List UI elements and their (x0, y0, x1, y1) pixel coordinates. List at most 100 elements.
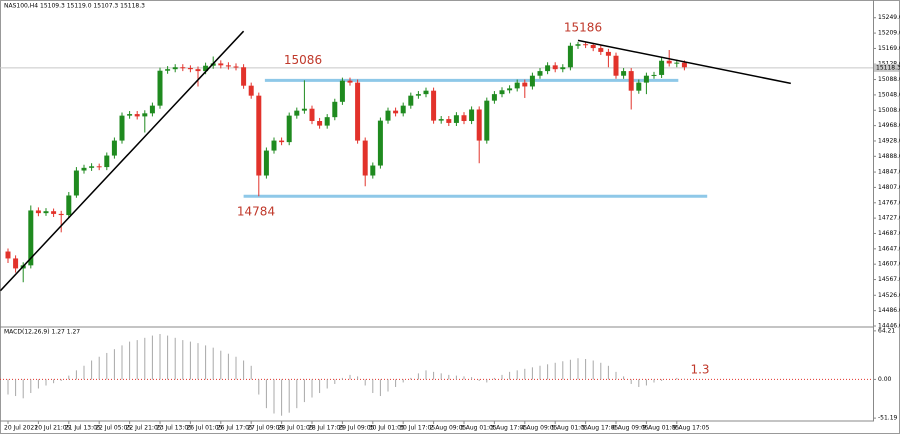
candle-body (643, 75, 649, 83)
candle-body (545, 65, 551, 72)
x-tick-label: 9 Aug 01:05 (642, 425, 679, 432)
candle-body (469, 109, 475, 122)
candle-body (111, 140, 117, 156)
trendline (0, 30, 245, 292)
x-tick-label: 3 Aug 01:05 (460, 425, 497, 432)
candle-body (279, 140, 285, 143)
candle-body (636, 82, 642, 91)
candle-body (355, 82, 361, 141)
candle-body (172, 67, 178, 70)
candle-body (218, 63, 224, 66)
candle-body (347, 80, 353, 83)
candle-body (301, 108, 307, 111)
macd-tick-label: 64.21 (878, 327, 895, 334)
y-tick-label: 15088.0 (878, 76, 900, 83)
candle-body (491, 94, 497, 101)
candle-body (51, 211, 57, 214)
x-tick-label: 5 Aug 17:05 (582, 425, 619, 432)
candle-body (294, 110, 300, 116)
x-tick-label: 22 Jul 05:05 (95, 425, 131, 432)
candle-body (522, 82, 528, 87)
candle-body (362, 140, 368, 176)
candle-body (560, 67, 566, 70)
y-tick-label: 14567.0 (878, 276, 900, 283)
macd-tick-label: 0.00 (878, 376, 892, 383)
candle-body (377, 120, 383, 166)
candle-body (674, 62, 680, 64)
candle-body (28, 210, 34, 266)
y-tick-label: 14968.0 (878, 122, 900, 129)
candle-body (127, 114, 133, 116)
candle-body (157, 70, 163, 106)
candle-body (598, 48, 604, 52)
y-tick-label: 14486.0 (878, 307, 900, 314)
candle-body (476, 109, 482, 141)
level-label: 14784 (237, 205, 275, 219)
x-tick-label: 23 Jul 13:05 (156, 425, 192, 432)
y-tick-label: 14446.0 (878, 323, 900, 330)
y-tick-label: 14687.0 (878, 230, 900, 237)
x-tick-label: 28 Jul 01:05 (278, 425, 314, 432)
x-tick-label: 30 Jul 01:05 (369, 425, 405, 432)
y-tick-label: 14847.0 (878, 169, 900, 176)
candle-body (605, 51, 611, 56)
candle-body (309, 108, 315, 122)
candle-body (104, 155, 110, 168)
candle-body (286, 115, 292, 143)
candle-body (13, 258, 19, 269)
candle-body (5, 251, 11, 259)
x-tick-label: 28 Jul 17:05 (308, 425, 344, 432)
x-tick-label: 9 Aug 17:05 (673, 425, 710, 432)
candle-body (324, 117, 330, 126)
x-tick-label: 4 Aug 09:05 (521, 425, 558, 432)
y-tick-label: 14928.0 (878, 137, 900, 144)
x-tick-label: 29 Jul 09:05 (338, 425, 374, 432)
candle-body (590, 44, 596, 49)
y-tick-label: 14727.0 (878, 215, 900, 222)
macd-label: MACD(12,26,9) 1.27 1.27 (4, 329, 80, 336)
candle-body (552, 65, 558, 70)
candle-body (446, 119, 452, 123)
candle-body (96, 166, 102, 168)
candle-body (415, 94, 421, 96)
y-tick-label: 14526.0 (878, 292, 900, 299)
candle-body (385, 110, 391, 121)
candle-body (165, 69, 171, 71)
candle-body (529, 75, 535, 87)
candle-body (651, 74, 657, 76)
candle-body (187, 68, 193, 70)
candle-body (180, 67, 186, 69)
candle-body (370, 165, 376, 176)
candle-body (423, 90, 429, 95)
candle-body (621, 71, 627, 76)
candle-body (81, 167, 87, 171)
candle-body (583, 44, 589, 46)
candle-body (453, 115, 459, 123)
candle-body (681, 62, 687, 68)
x-tick-label: 20 Jul 2021 (4, 425, 38, 432)
candle-body (461, 115, 467, 122)
candle-body (484, 100, 490, 141)
y-tick-label: 15209.0 (878, 30, 900, 37)
y-tick-label: 14888.0 (878, 153, 900, 160)
candle-body (233, 66, 239, 68)
candle-body (134, 114, 140, 117)
candle-body (195, 69, 201, 72)
candle-body (567, 45, 573, 68)
y-tick-label: 14647.0 (878, 245, 900, 252)
candle-body (408, 95, 414, 106)
level-label: 15086 (284, 53, 322, 67)
x-tick-label: 26 Jul 17:05 (217, 425, 253, 432)
y-tick-label: 14607.0 (878, 261, 900, 268)
candle-body (438, 119, 444, 121)
candle-body (431, 90, 437, 121)
x-tick-label: 27 Jul 09:05 (247, 425, 283, 432)
candle-body (666, 60, 672, 64)
candle-body (149, 105, 155, 114)
x-tick-label: 30 Jul 17:05 (399, 425, 435, 432)
candle-body (499, 90, 505, 95)
candle-body (507, 88, 513, 91)
x-tick-label: 3 Aug 17:05 (490, 425, 527, 432)
x-tick-label: 21 Jul 13:05 (65, 425, 101, 432)
